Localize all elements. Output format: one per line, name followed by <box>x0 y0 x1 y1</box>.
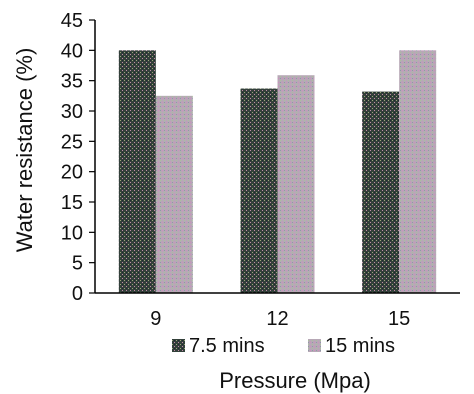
y-tick-label: 0 <box>72 283 83 305</box>
legend-label: 15 mins <box>325 335 395 357</box>
y-tick-labels: 0 5 10 15 20 25 30 35 40 45 <box>61 10 95 305</box>
x-tick-label: 15 <box>388 308 410 330</box>
legend: 7.5 mins 15 mins <box>172 335 395 357</box>
y-tick-label: 45 <box>61 10 83 32</box>
x-tick-label: 9 <box>150 308 161 330</box>
x-tick-label: 12 <box>266 308 288 330</box>
y-tick-label: 35 <box>61 71 83 93</box>
bar-series2-15 <box>399 50 437 294</box>
bar-series1-9 <box>118 50 156 294</box>
legend-label: 7.5 mins <box>189 335 265 357</box>
y-tick-label: 15 <box>61 192 83 214</box>
legend-swatch <box>308 339 321 352</box>
x-axis-title: Pressure (Mpa) <box>219 368 371 393</box>
y-tick-label: 10 <box>61 222 83 244</box>
y-tick-label: 40 <box>61 40 83 62</box>
bar-series2-9 <box>155 95 193 293</box>
bar-series1-15 <box>362 91 400 293</box>
x-tick-labels: 9 12 15 <box>150 308 410 330</box>
y-tick-label: 20 <box>61 162 83 184</box>
y-axis-title: Water resistance (%) <box>12 48 37 253</box>
bar-series2-12 <box>277 75 315 293</box>
y-tick-label: 5 <box>72 253 83 275</box>
bars <box>118 50 437 294</box>
y-tick-label: 30 <box>61 101 83 123</box>
legend-swatch <box>172 339 185 352</box>
y-tick-label: 25 <box>61 131 83 153</box>
bar-series1-12 <box>240 88 278 293</box>
